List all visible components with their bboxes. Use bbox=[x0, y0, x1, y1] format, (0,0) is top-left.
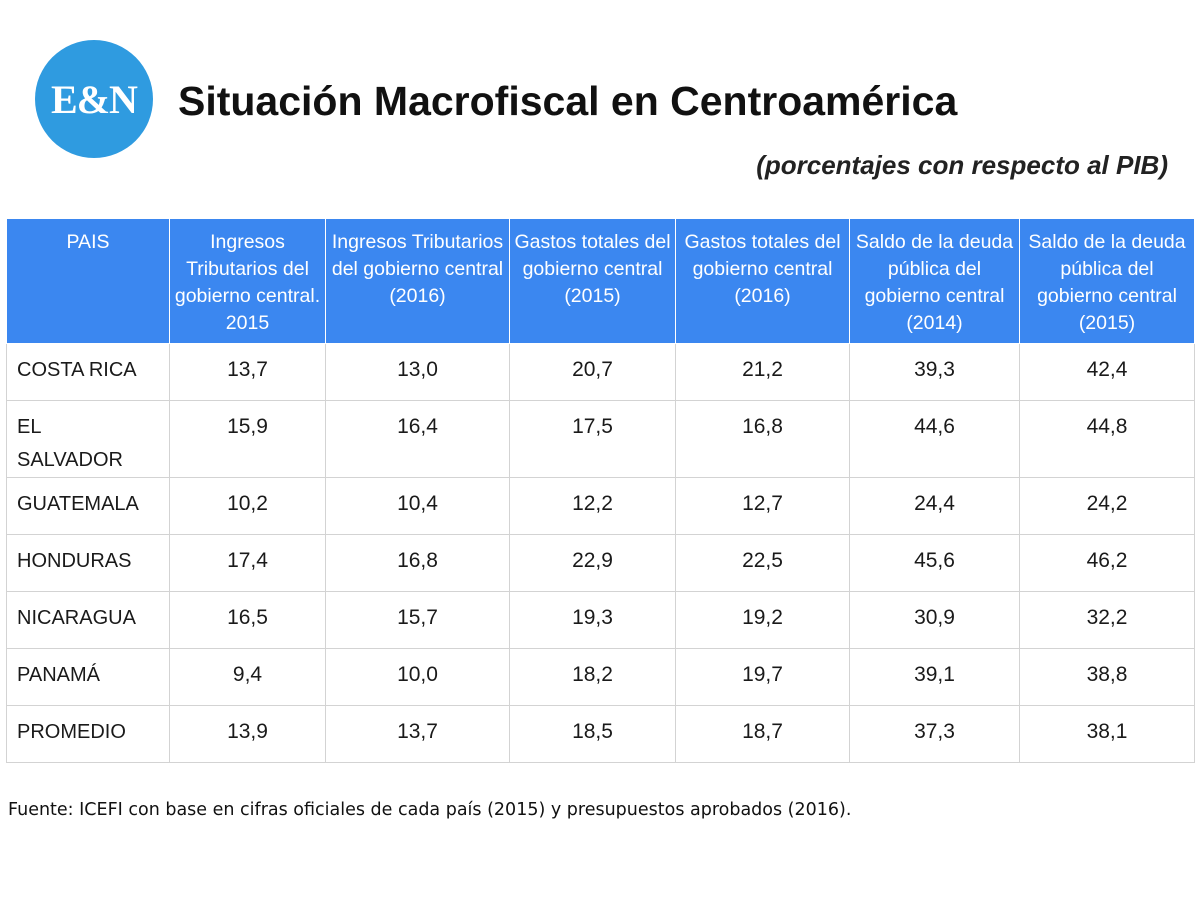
value-cell: 16,4 bbox=[325, 400, 510, 478]
value-cell: 19,7 bbox=[675, 648, 850, 706]
column-header: Gastos totales del gobierno central (201… bbox=[509, 218, 676, 344]
value-cell: 16,5 bbox=[169, 591, 326, 649]
table-row: COSTA RICA 13,7 13,0 20,7 21,2 39,3 42,4 bbox=[6, 343, 1195, 401]
value-cell: 45,6 bbox=[849, 534, 1020, 592]
value-cell: 18,7 bbox=[675, 705, 850, 763]
value-cell: 10,0 bbox=[325, 648, 510, 706]
column-header: Saldo de la deuda pública del gobierno c… bbox=[1019, 218, 1195, 344]
value-cell: 17,4 bbox=[169, 534, 326, 592]
value-cell: 9,4 bbox=[169, 648, 326, 706]
country-cell: NICARAGUA bbox=[6, 591, 170, 649]
column-header: Ingresos Tributarios del gobierno centra… bbox=[325, 218, 510, 344]
value-cell: 39,3 bbox=[849, 343, 1020, 401]
value-cell: 13,7 bbox=[169, 343, 326, 401]
value-cell: 10,2 bbox=[169, 477, 326, 535]
table-row: PANAMÁ 9,4 10,0 18,2 19,7 39,1 38,8 bbox=[6, 648, 1195, 706]
table-row: PROMEDIO 13,9 13,7 18,5 18,7 37,3 38,1 bbox=[6, 705, 1195, 763]
value-cell: 17,5 bbox=[509, 400, 676, 478]
logo-text: E&N bbox=[51, 76, 138, 122]
macrofiscal-table: PAIS Ingresos Tributarios del gobierno ce… bbox=[6, 218, 1195, 763]
value-cell: 44,8 bbox=[1019, 400, 1195, 478]
column-header-country: PAIS bbox=[6, 218, 170, 344]
value-cell: 37,3 bbox=[849, 705, 1020, 763]
table-body: COSTA RICA 13,7 13,0 20,7 21,2 39,3 42,4 EL SALV… bbox=[6, 343, 1195, 763]
value-cell: 22,9 bbox=[509, 534, 676, 592]
country-cell: COSTA RICA bbox=[6, 343, 170, 401]
table-row: EL SALVADOR 15,9 16,4 17,5 16,8 44,6 44,8 bbox=[6, 400, 1195, 478]
value-cell: 24,4 bbox=[849, 477, 1020, 535]
value-cell: 12,2 bbox=[509, 477, 676, 535]
value-cell: 39,1 bbox=[849, 648, 1020, 706]
value-cell: 44,6 bbox=[849, 400, 1020, 478]
value-cell: 19,2 bbox=[675, 591, 850, 649]
table-row: HONDURAS 17,4 16,8 22,9 22,5 45,6 46,2 bbox=[6, 534, 1195, 592]
table-header-row: PAIS Ingresos Tributarios del gobierno ce… bbox=[6, 218, 1195, 344]
country-cell: HONDURAS bbox=[6, 534, 170, 592]
value-cell: 38,1 bbox=[1019, 705, 1195, 763]
value-cell: 16,8 bbox=[325, 534, 510, 592]
source-note: Fuente: ICEFI con base en cifras oficial… bbox=[8, 800, 852, 820]
column-header: Gastos totales del gobierno central (201… bbox=[675, 218, 850, 344]
value-cell: 13,9 bbox=[169, 705, 326, 763]
value-cell: 42,4 bbox=[1019, 343, 1195, 401]
table-row: GUATEMALA 10,2 10,4 12,2 12,7 24,4 24,2 bbox=[6, 477, 1195, 535]
en-logo: E&N bbox=[35, 40, 153, 158]
country-cell: GUATEMALA bbox=[6, 477, 170, 535]
value-cell: 24,2 bbox=[1019, 477, 1195, 535]
value-cell: 22,5 bbox=[675, 534, 850, 592]
country-cell: EL SALVADOR bbox=[6, 400, 170, 478]
table-row: NICARAGUA 16,5 15,7 19,3 19,2 30,9 32,2 bbox=[6, 591, 1195, 649]
country-cell: PROMEDIO bbox=[6, 705, 170, 763]
value-cell: 20,7 bbox=[509, 343, 676, 401]
page-subtitle: (porcentajes con respecto al PIB) bbox=[756, 150, 1168, 180]
page-title: Situación Macrofiscal en Centroamérica bbox=[178, 78, 958, 124]
value-cell: 10,4 bbox=[325, 477, 510, 535]
value-cell: 38,8 bbox=[1019, 648, 1195, 706]
value-cell: 18,5 bbox=[509, 705, 676, 763]
value-cell: 46,2 bbox=[1019, 534, 1195, 592]
column-header: Ingresos Tributarios del gobierno centra… bbox=[169, 218, 326, 344]
value-cell: 13,0 bbox=[325, 343, 510, 401]
value-cell: 13,7 bbox=[325, 705, 510, 763]
column-header: Saldo de la deuda pública del gobierno c… bbox=[849, 218, 1020, 344]
country-cell: PANAMÁ bbox=[6, 648, 170, 706]
value-cell: 16,8 bbox=[675, 400, 850, 478]
value-cell: 15,7 bbox=[325, 591, 510, 649]
value-cell: 21,2 bbox=[675, 343, 850, 401]
value-cell: 32,2 bbox=[1019, 591, 1195, 649]
value-cell: 15,9 bbox=[169, 400, 326, 478]
value-cell: 18,2 bbox=[509, 648, 676, 706]
value-cell: 12,7 bbox=[675, 477, 850, 535]
value-cell: 19,3 bbox=[509, 591, 676, 649]
value-cell: 30,9 bbox=[849, 591, 1020, 649]
